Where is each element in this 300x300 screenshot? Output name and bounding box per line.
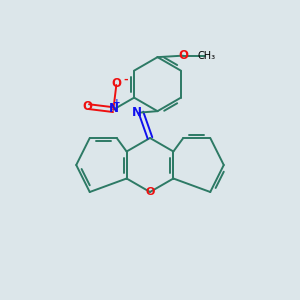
Text: N: N: [131, 106, 142, 119]
Text: O: O: [145, 187, 155, 197]
Text: -: -: [124, 75, 128, 85]
Text: +: +: [112, 98, 120, 106]
Text: O: O: [111, 77, 121, 90]
Text: O: O: [82, 100, 92, 113]
Text: N: N: [109, 102, 119, 115]
Text: O: O: [178, 49, 188, 62]
Text: CH₃: CH₃: [197, 51, 215, 61]
